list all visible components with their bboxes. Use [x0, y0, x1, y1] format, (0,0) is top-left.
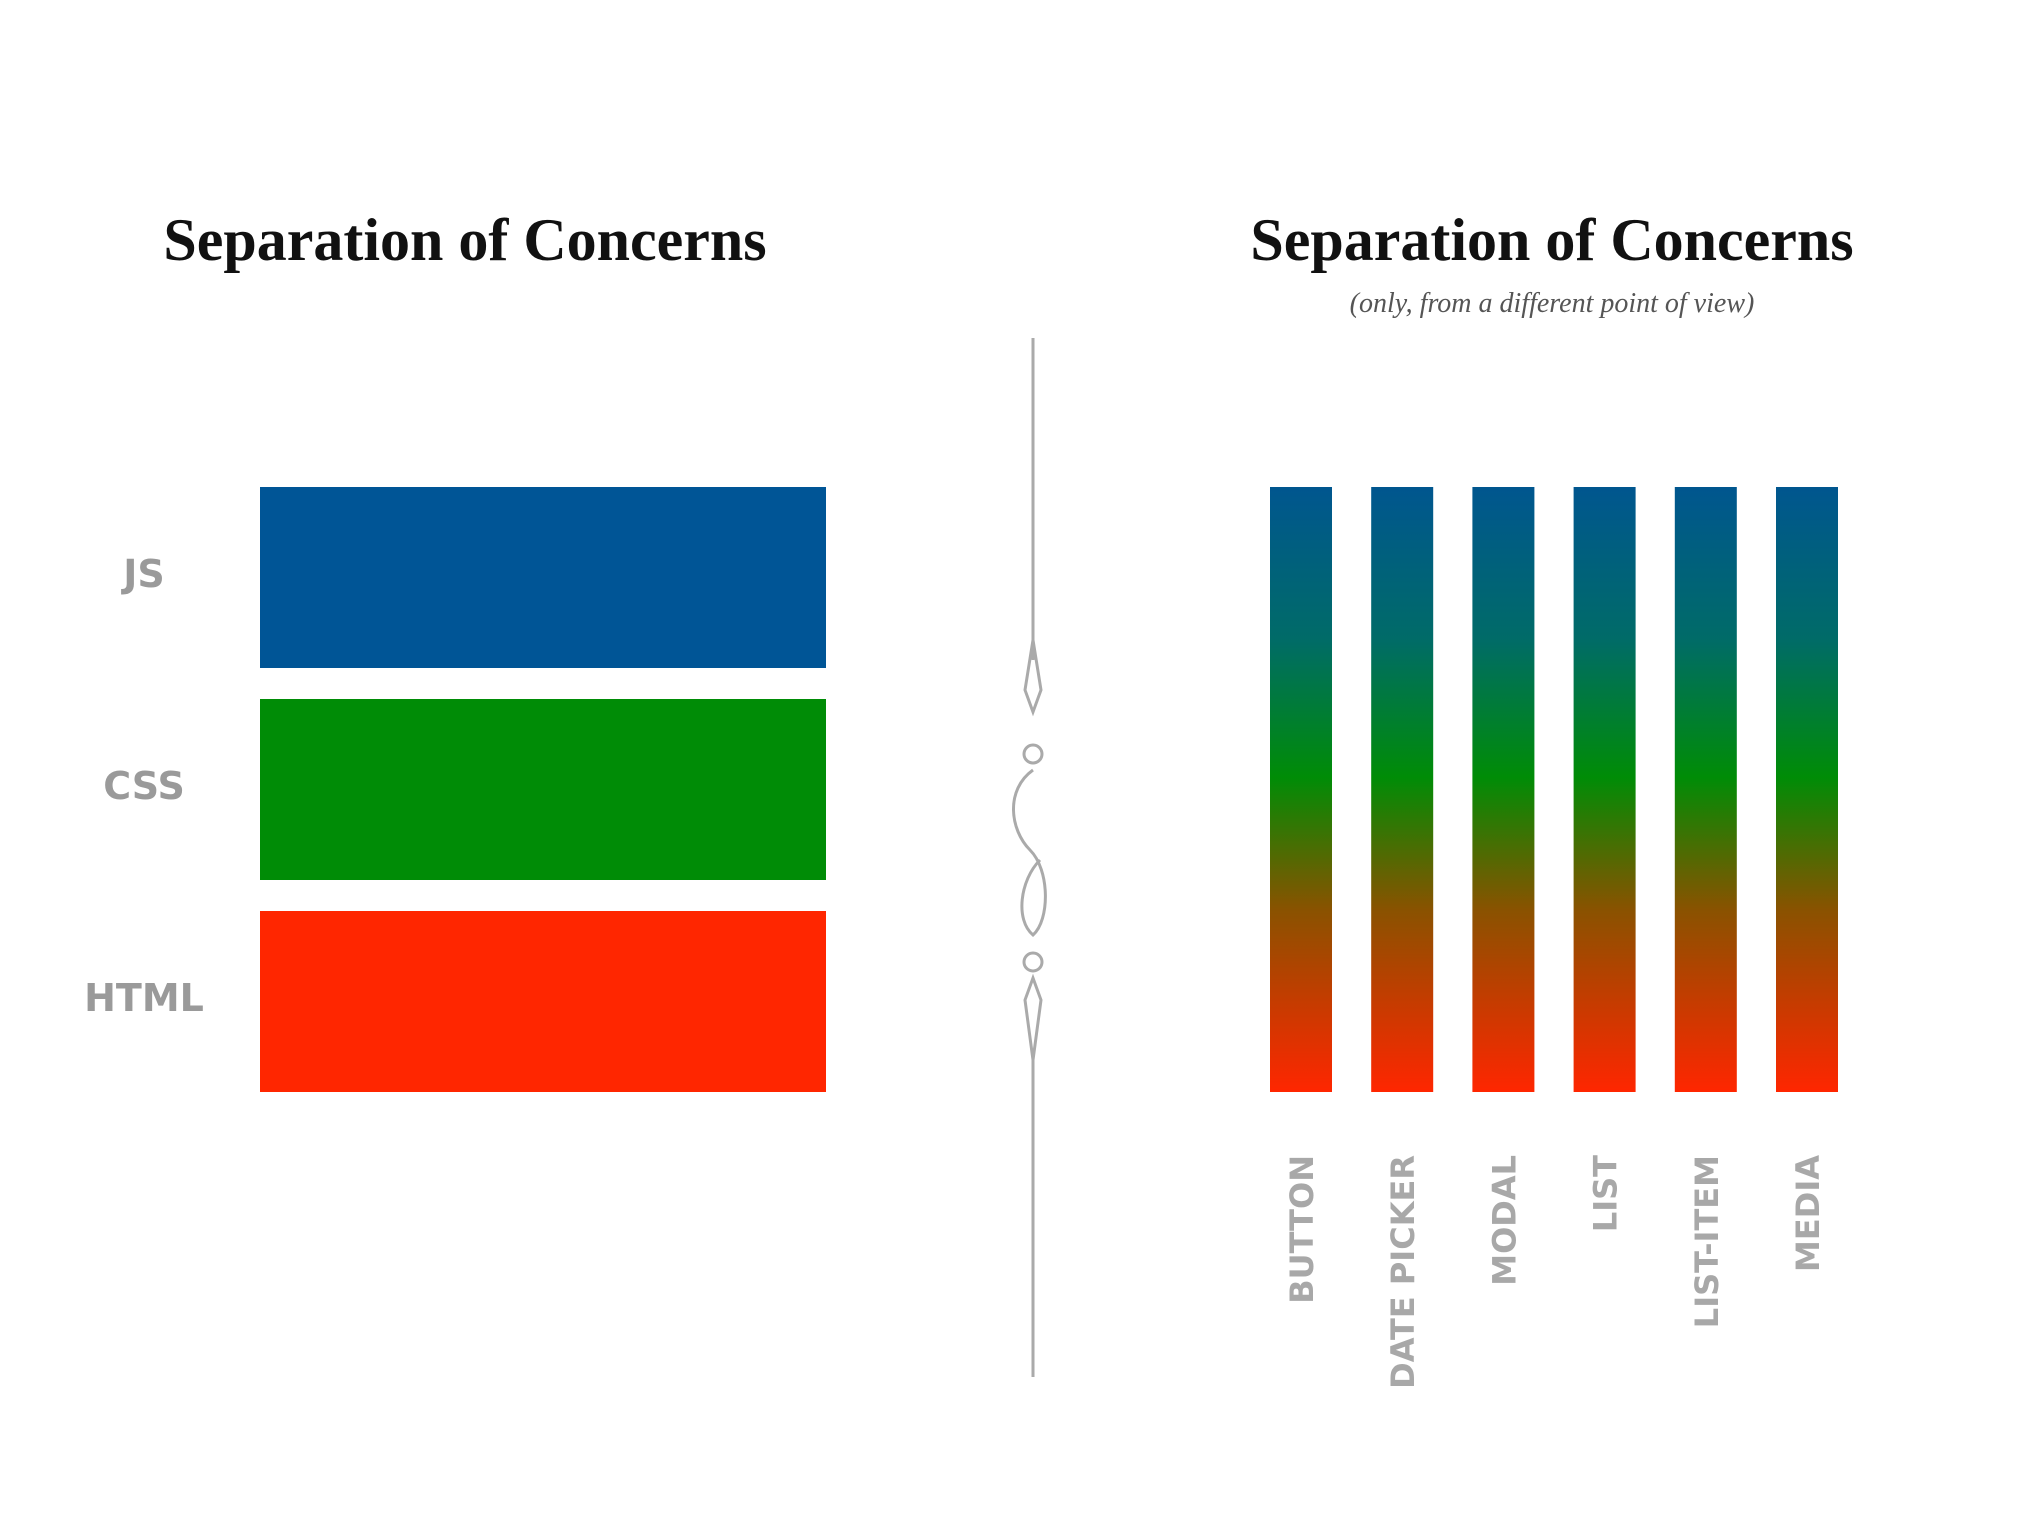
component-column: [1371, 487, 1434, 1092]
layer-label: JS: [120, 552, 165, 596]
component-label: BUTTON: [1283, 1155, 1321, 1304]
layer-label: HTML: [84, 976, 204, 1020]
layer-bar: [260, 487, 826, 668]
left-title: Separation of Concerns: [163, 207, 766, 273]
component-column: [1270, 487, 1332, 1092]
component-column: [1776, 487, 1838, 1092]
component-label: LIST-ITEM: [1688, 1155, 1726, 1328]
layer-label: CSS: [103, 764, 185, 808]
component-label: MODAL: [1485, 1155, 1523, 1286]
component-column: [1674, 487, 1737, 1092]
component-column: [1573, 487, 1636, 1092]
layer-bar: [260, 911, 826, 1092]
component-label: DATE PICKER: [1384, 1155, 1422, 1389]
component-label: MEDIA: [1789, 1155, 1827, 1272]
divider: [1012, 338, 1047, 1377]
right-title: Separation of Concerns: [1250, 207, 1853, 273]
component-label: LIST: [1587, 1155, 1625, 1232]
layer-bar: [260, 699, 826, 880]
component-column: [1472, 487, 1535, 1092]
subtitle: (only, from a different point of view): [1350, 288, 1755, 319]
